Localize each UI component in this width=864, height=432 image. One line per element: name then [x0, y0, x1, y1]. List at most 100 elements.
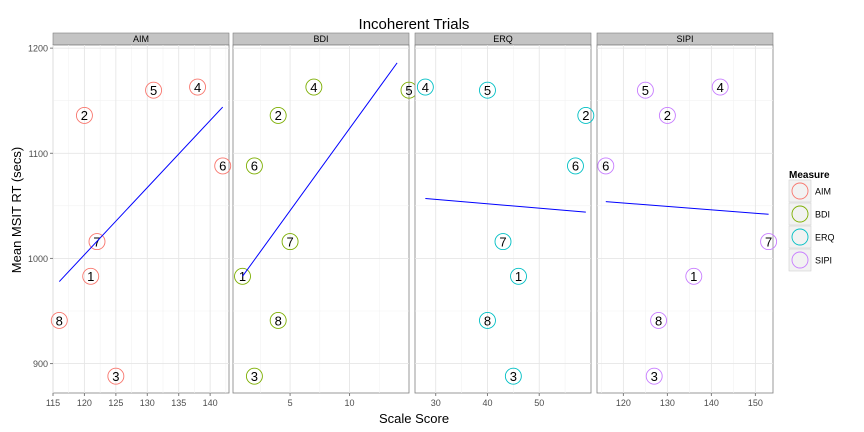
data-point	[416, 78, 434, 96]
x-tick-label: 130	[140, 398, 155, 408]
facet-strip-label: SIPI	[676, 34, 693, 44]
legend-key-marker	[791, 251, 809, 269]
data-point-label: 2	[81, 108, 88, 123]
y-axis-label: Mean MSIT RT (secs)	[9, 147, 24, 273]
data-point	[636, 81, 654, 99]
data-point	[189, 78, 207, 96]
x-tick-label: 120	[616, 398, 631, 408]
x-axis-label: Scale Score	[379, 411, 449, 426]
regression-line	[605, 201, 769, 215]
facet-panels: AIM11512012513013514012345678BDI51012345…	[46, 32, 778, 408]
y-tick-label: 1100	[29, 149, 48, 159]
legend-entry-label: ERQ	[815, 233, 835, 243]
legend-entry-label: BDI	[815, 210, 830, 220]
regression-line	[425, 198, 586, 213]
legend-title: Measure	[789, 170, 830, 181]
data-point-label: 4	[310, 80, 317, 95]
data-point-label: 5	[150, 83, 157, 98]
data-point-label: 4	[717, 80, 724, 95]
x-tick-label: 115	[46, 398, 60, 408]
data-point-label: 7	[499, 234, 506, 249]
x-tick-label: 40	[482, 398, 492, 408]
data-point	[305, 78, 323, 96]
data-point	[214, 157, 232, 175]
x-tick-label: 125	[108, 398, 123, 408]
data-point-label: 6	[219, 159, 226, 174]
facet-strip-label: ERQ	[493, 34, 513, 44]
data-point-label: 8	[655, 313, 662, 328]
data-point-label: 4	[194, 80, 201, 95]
data-point-label: 3	[251, 369, 258, 384]
data-point-label: 2	[582, 108, 589, 123]
data-point	[494, 233, 512, 251]
x-tick-label: 50	[534, 398, 544, 408]
data-point	[650, 312, 668, 329]
data-point	[479, 312, 496, 329]
data-point-label: 1	[515, 269, 522, 284]
x-tick-label: 130	[660, 398, 675, 408]
data-point-label: 4	[422, 80, 429, 95]
data-point-label: 1	[690, 269, 697, 284]
data-point	[88, 233, 106, 251]
data-point-label: 2	[275, 108, 282, 123]
data-point	[504, 367, 522, 385]
data-point	[567, 157, 584, 175]
x-tick-label: 150	[748, 398, 763, 408]
y-tick-label: 1200	[28, 44, 48, 54]
data-point	[711, 78, 729, 96]
data-point	[82, 267, 100, 285]
legend: Measure AIM BDI ERQ SIPI	[788, 170, 835, 272]
data-point	[234, 267, 251, 285]
legend-key-marker	[791, 205, 809, 223]
data-point-label: 3	[651, 369, 658, 384]
legend-entry-label: SIPI	[815, 256, 832, 266]
data-point-label: 7	[765, 234, 772, 249]
data-point	[510, 267, 527, 285]
data-point-label: 1	[239, 269, 246, 284]
data-point	[269, 312, 287, 329]
data-point-label: 5	[642, 83, 649, 98]
facet-strip-label: BDI	[313, 34, 328, 44]
data-point-label: 6	[602, 159, 609, 174]
data-point-label: 1	[87, 269, 94, 284]
data-point	[281, 233, 299, 251]
x-tick-label: 140	[704, 398, 719, 408]
data-point	[75, 106, 93, 124]
data-point-label: 7	[286, 234, 293, 249]
data-point-label: 5	[405, 83, 412, 98]
data-point	[760, 233, 778, 251]
data-point-label: 8	[56, 313, 63, 328]
x-tick-label: 135	[171, 398, 186, 408]
data-point	[245, 157, 263, 175]
data-point	[479, 81, 496, 99]
x-tick-label: 30	[431, 398, 441, 408]
legend-entry-label: AIM	[815, 187, 831, 197]
legend-key-marker	[791, 182, 809, 200]
regression-line	[242, 62, 398, 277]
y-tick-label: 1000	[28, 254, 48, 264]
data-point	[145, 81, 163, 99]
y-tick-label: 900	[33, 359, 48, 369]
data-point	[269, 106, 287, 124]
data-point	[107, 367, 125, 385]
data-point	[597, 157, 615, 175]
facet-panel-erq: ERQ 30 40 50 1 2 3 4 5 6 7 8	[414, 32, 595, 408]
x-tick-label: 5	[288, 398, 293, 408]
data-point	[685, 267, 703, 285]
data-point-label: 2	[664, 108, 671, 123]
facet-panel-sipi: SIPI 120 130 140 150 1 2 3 4 5 6 7 8	[596, 32, 778, 408]
facet-plot-area	[232, 44, 410, 394]
facet-panel-aim: AIM11512012513013514012345678	[46, 32, 232, 408]
facet-plot-area	[52, 44, 230, 394]
regression-line	[58, 106, 224, 282]
x-tick-label: 140	[203, 398, 218, 408]
facet-plot-area	[596, 44, 774, 394]
legend-key-marker	[791, 228, 809, 246]
data-point	[577, 106, 595, 124]
facet-plot-area	[414, 44, 592, 394]
data-point-label: 6	[572, 159, 579, 174]
facet-strip-label: AIM	[133, 34, 149, 44]
data-point	[50, 312, 68, 329]
data-point-label: 6	[251, 159, 258, 174]
